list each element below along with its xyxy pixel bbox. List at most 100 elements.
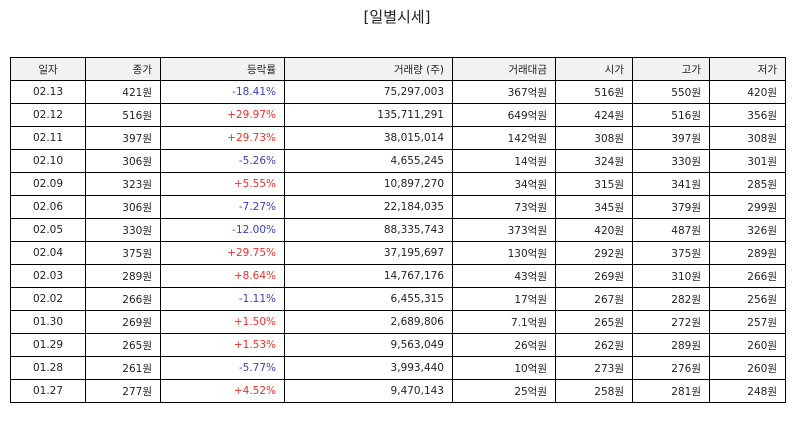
table-body: 02.13 421원 -18.41% 75,297,003 367억원 516원 550원 4… [10,80,786,403]
cell-low: 326원 [709,218,786,242]
cell-high: 272원 [632,310,710,334]
cell-date: 01.28 [10,356,86,380]
cell-volume: 88,335,743 [284,218,453,242]
cell-amount: 130억원 [452,241,556,265]
cell-volume: 75,297,003 [284,80,453,104]
cell-low: 260원 [709,356,786,380]
cell-open: 420원 [555,218,633,242]
cell-amount: 367억원 [452,80,556,104]
cell-close: 269원 [85,310,161,334]
cell-date: 02.10 [10,149,86,173]
cell-low: 356원 [709,103,786,127]
cell-close: 421원 [85,80,161,104]
cell-change-rate: +29.97% [160,103,285,127]
cell-close: 289원 [85,264,161,288]
cell-change-rate: +4.52% [160,379,285,403]
cell-date: 02.04 [10,241,86,265]
cell-open: 516원 [555,80,633,104]
cell-high: 375원 [632,241,710,265]
column-header-low: 저가 [709,57,786,81]
cell-close: 375원 [85,241,161,265]
column-header-close: 종가 [85,57,161,81]
cell-close: 261원 [85,356,161,380]
cell-amount: 10억원 [452,356,556,380]
cell-amount: 7.1억원 [452,310,556,334]
cell-low: 285원 [709,172,786,196]
cell-amount: 26억원 [452,333,556,357]
cell-volume: 22,184,035 [284,195,453,219]
cell-amount: 14억원 [452,149,556,173]
cell-high: 289원 [632,333,710,357]
cell-volume: 9,470,143 [284,379,453,403]
cell-volume: 4,655,245 [284,149,453,173]
cell-change-rate: +29.73% [160,126,285,150]
cell-date: 02.11 [10,126,86,150]
cell-high: 310원 [632,264,710,288]
table-row: 02.11 397원 +29.73% 38,015,014 142억원 308원 397원 3… [10,126,786,150]
cell-low: 299원 [709,195,786,219]
cell-volume: 38,015,014 [284,126,453,150]
cell-close: 265원 [85,333,161,357]
cell-change-rate: +1.50% [160,310,285,334]
cell-amount: 73억원 [452,195,556,219]
cell-volume: 9,563,049 [284,333,453,357]
cell-date: 02.06 [10,195,86,219]
cell-change-rate: -5.26% [160,149,285,173]
cell-volume: 10,897,270 [284,172,453,196]
cell-open: 315원 [555,172,633,196]
cell-date: 02.09 [10,172,86,196]
cell-open: 345원 [555,195,633,219]
table-row: 02.13 421원 -18.41% 75,297,003 367억원 516원 550원 4… [10,80,786,104]
cell-low: 256원 [709,287,786,311]
cell-change-rate: +1.53% [160,333,285,357]
column-header-volume: 거래량 (주) [284,57,453,81]
cell-open: 262원 [555,333,633,357]
column-header-open: 시가 [555,57,633,81]
cell-high: 487원 [632,218,710,242]
cell-amount: 142억원 [452,126,556,150]
cell-high: 282원 [632,287,710,311]
daily-price-table: 일자 종가 등락률 거래량 (주) 거래대금 시가 고가 저가 02.13 421… [10,57,786,403]
cell-close: 516원 [85,103,161,127]
cell-date: 02.03 [10,264,86,288]
cell-date: 02.05 [10,218,86,242]
cell-low: 420원 [709,80,786,104]
table-row: 02.10 306원 -5.26% 4,655,245 14억원 324원 330원 301원 [10,149,786,173]
cell-open: 424원 [555,103,633,127]
cell-open: 265원 [555,310,633,334]
cell-change-rate: -12.00% [160,218,285,242]
cell-change-rate: -5.77% [160,356,285,380]
table-row: 01.28 261원 -5.77% 3,993,440 10억원 273원 276원 260원 [10,356,786,380]
table-row: 01.27 277원 +4.52% 9,470,143 25억원 258원 281원 248원 [10,379,786,403]
cell-low: 257원 [709,310,786,334]
cell-amount: 17억원 [452,287,556,311]
cell-high: 276원 [632,356,710,380]
table-header-row: 일자 종가 등락률 거래량 (주) 거래대금 시가 고가 저가 [10,57,786,81]
cell-low: 260원 [709,333,786,357]
cell-close: 306원 [85,195,161,219]
column-header-date: 일자 [10,57,86,81]
cell-close: 397원 [85,126,161,150]
table-row: 02.06 306원 -7.27% 22,184,035 73억원 345원 379원 299… [10,195,786,219]
cell-open: 269원 [555,264,633,288]
table-row: 02.04 375원 +29.75% 37,195,697 130억원 292원 375원 2… [10,241,786,265]
cell-low: 301원 [709,149,786,173]
cell-close: 306원 [85,149,161,173]
column-header-amount: 거래대금 [452,57,556,81]
table-row: 02.03 289원 +8.64% 14,767,176 43억원 269원 310원 266… [10,264,786,288]
cell-high: 516원 [632,103,710,127]
cell-low: 308원 [709,126,786,150]
cell-date: 01.29 [10,333,86,357]
cell-high: 379원 [632,195,710,219]
table-row: 02.05 330원 -12.00% 88,335,743 373억원 420원 487원 3… [10,218,786,242]
cell-open: 273원 [555,356,633,380]
cell-high: 341원 [632,172,710,196]
cell-close: 277원 [85,379,161,403]
table-row: 02.02 266원 -1.11% 6,455,315 17억원 267원 282원 256원 [10,287,786,311]
cell-date: 02.12 [10,103,86,127]
table-row: 02.09 323원 +5.55% 10,897,270 34억원 315원 341원 285… [10,172,786,196]
cell-amount: 649억원 [452,103,556,127]
cell-amount: 25억원 [452,379,556,403]
page-title: [일별시세] [363,8,431,26]
table-row: 02.12 516원 +29.97% 135,711,291 649억원 424원 516원… [10,103,786,127]
